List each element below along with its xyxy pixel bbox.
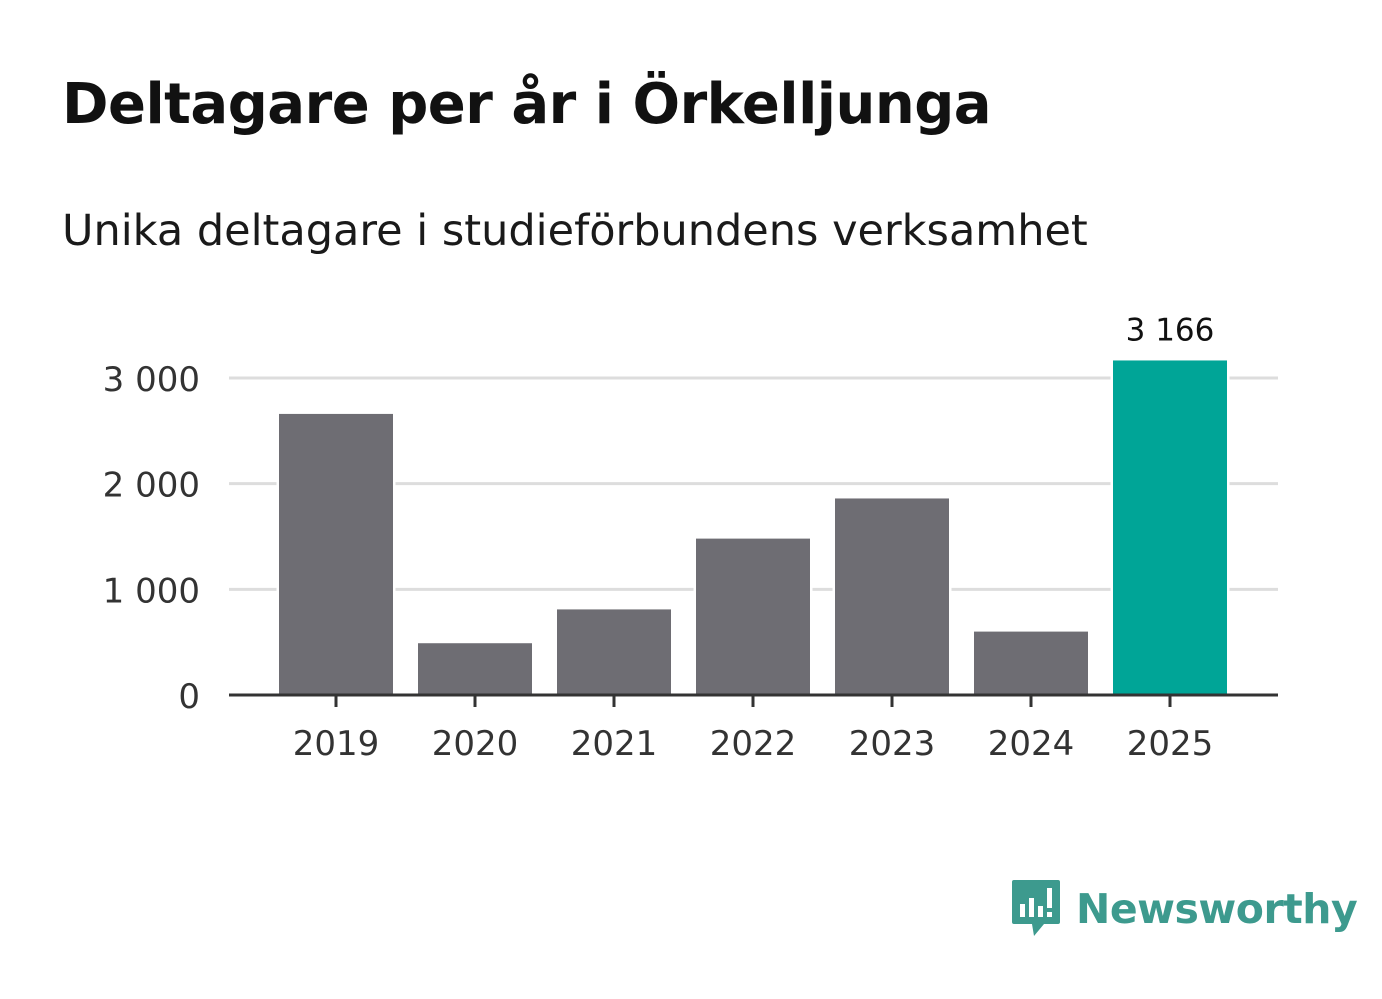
x-tick-label: 2021 [571, 724, 658, 764]
bar-2020 [415, 640, 535, 698]
x-tick-label: 2019 [293, 724, 380, 764]
y-tick-label: 3 000 [103, 360, 200, 400]
x-tick-label: 2024 [988, 724, 1075, 764]
x-tick-label: 2020 [432, 724, 519, 764]
data-label: 3 166 [1126, 312, 1215, 348]
x-tick-label: 2025 [1127, 724, 1214, 764]
y-tick-label: 1 000 [103, 571, 200, 611]
y-tick-label: 2 000 [103, 466, 200, 506]
bar-2022 [693, 536, 813, 698]
bar-2024 [971, 629, 1091, 698]
y-tick-label: 0 [178, 677, 200, 717]
brand-name: Newsworthy [1076, 885, 1358, 933]
bar-2019 [276, 411, 396, 698]
chart-title: Deltagare per år i Örkelljunga [62, 72, 992, 137]
brand-logo: Newsworthy [1010, 878, 1358, 940]
x-tick-label: 2023 [849, 724, 936, 764]
bar-2025 [1110, 357, 1230, 698]
bar-2023 [832, 495, 952, 698]
bar-2021 [554, 606, 674, 698]
newsworthy-logo-icon [1012, 880, 1060, 936]
chart-subtitle: Unika deltagare i studieförbundens verks… [62, 206, 1088, 256]
x-tick-label: 2022 [710, 724, 797, 764]
